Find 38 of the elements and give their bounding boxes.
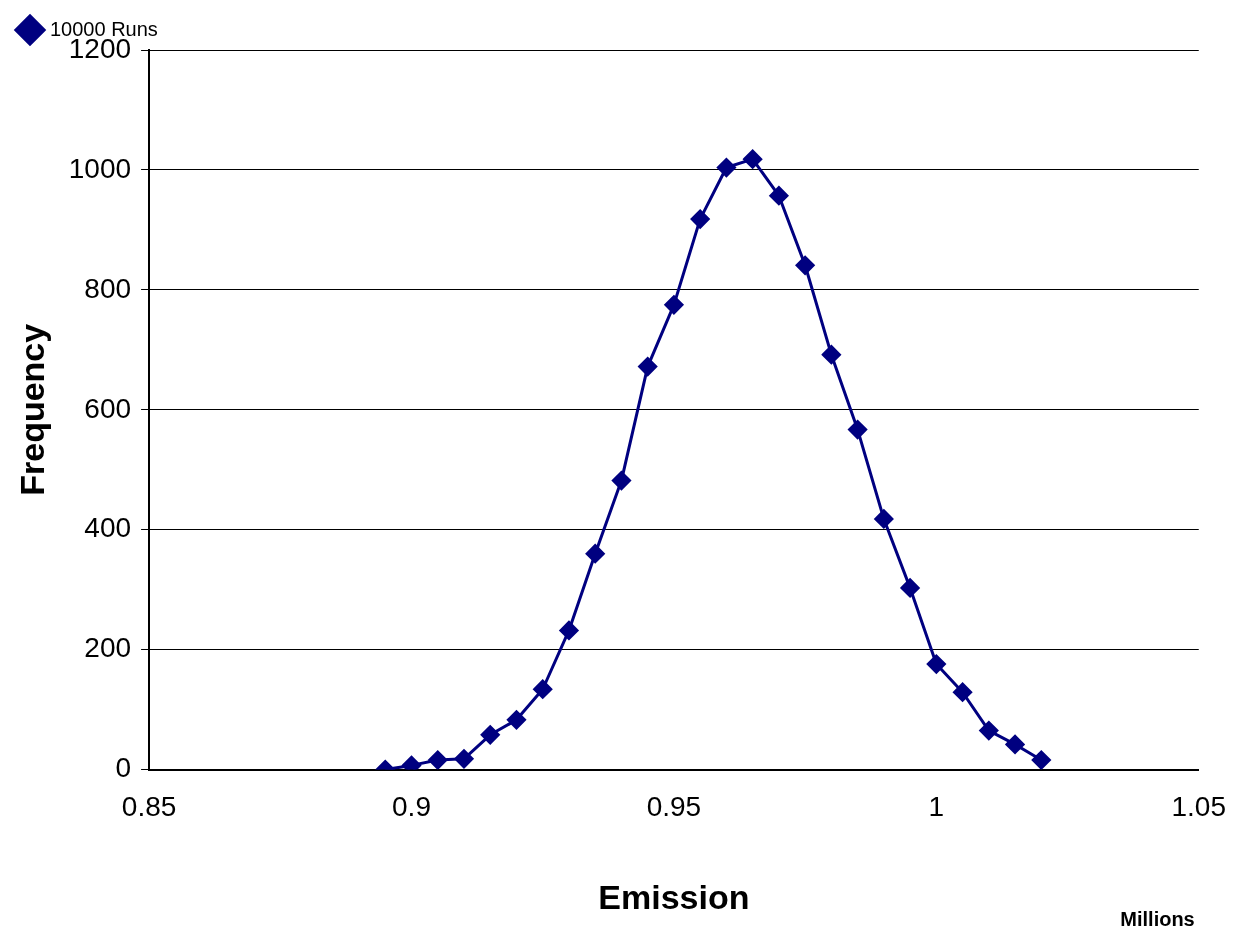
point (533, 679, 553, 699)
point (1031, 750, 1051, 770)
point (900, 578, 920, 598)
point (480, 725, 500, 745)
y-tick-label: 600 (84, 392, 132, 424)
point (611, 471, 631, 491)
point (926, 654, 946, 674)
point (585, 544, 605, 564)
y-tick-label: 0 (115, 752, 132, 784)
x-axis-title: Emission (598, 877, 750, 916)
x-tick-label: 0.9 (392, 791, 431, 823)
point (1005, 734, 1025, 754)
point (454, 749, 474, 769)
x-tick-label: 1 (928, 791, 945, 823)
point (428, 750, 448, 770)
point (821, 345, 841, 365)
y-tick-label: 400 (84, 512, 132, 544)
point (638, 357, 658, 377)
point (848, 420, 868, 440)
point (664, 295, 684, 315)
point (559, 620, 579, 640)
y-tick-label: 1000 (68, 152, 132, 184)
point (506, 710, 526, 730)
text: Millions (1120, 907, 1195, 930)
point (795, 255, 815, 275)
point (979, 721, 999, 741)
y-tick-label: 200 (84, 632, 132, 664)
y-axis-title: Frequency (12, 323, 51, 496)
point (769, 186, 789, 206)
point (690, 209, 710, 229)
point (716, 158, 736, 178)
x-tick-label: 1.05 (1171, 791, 1226, 823)
point (874, 509, 894, 529)
x-tick-label: 0.85 (121, 791, 177, 823)
y-tick-label: 800 (84, 272, 132, 304)
point (953, 682, 973, 702)
x-tick-label: 0.95 (646, 791, 702, 823)
point (743, 149, 763, 169)
